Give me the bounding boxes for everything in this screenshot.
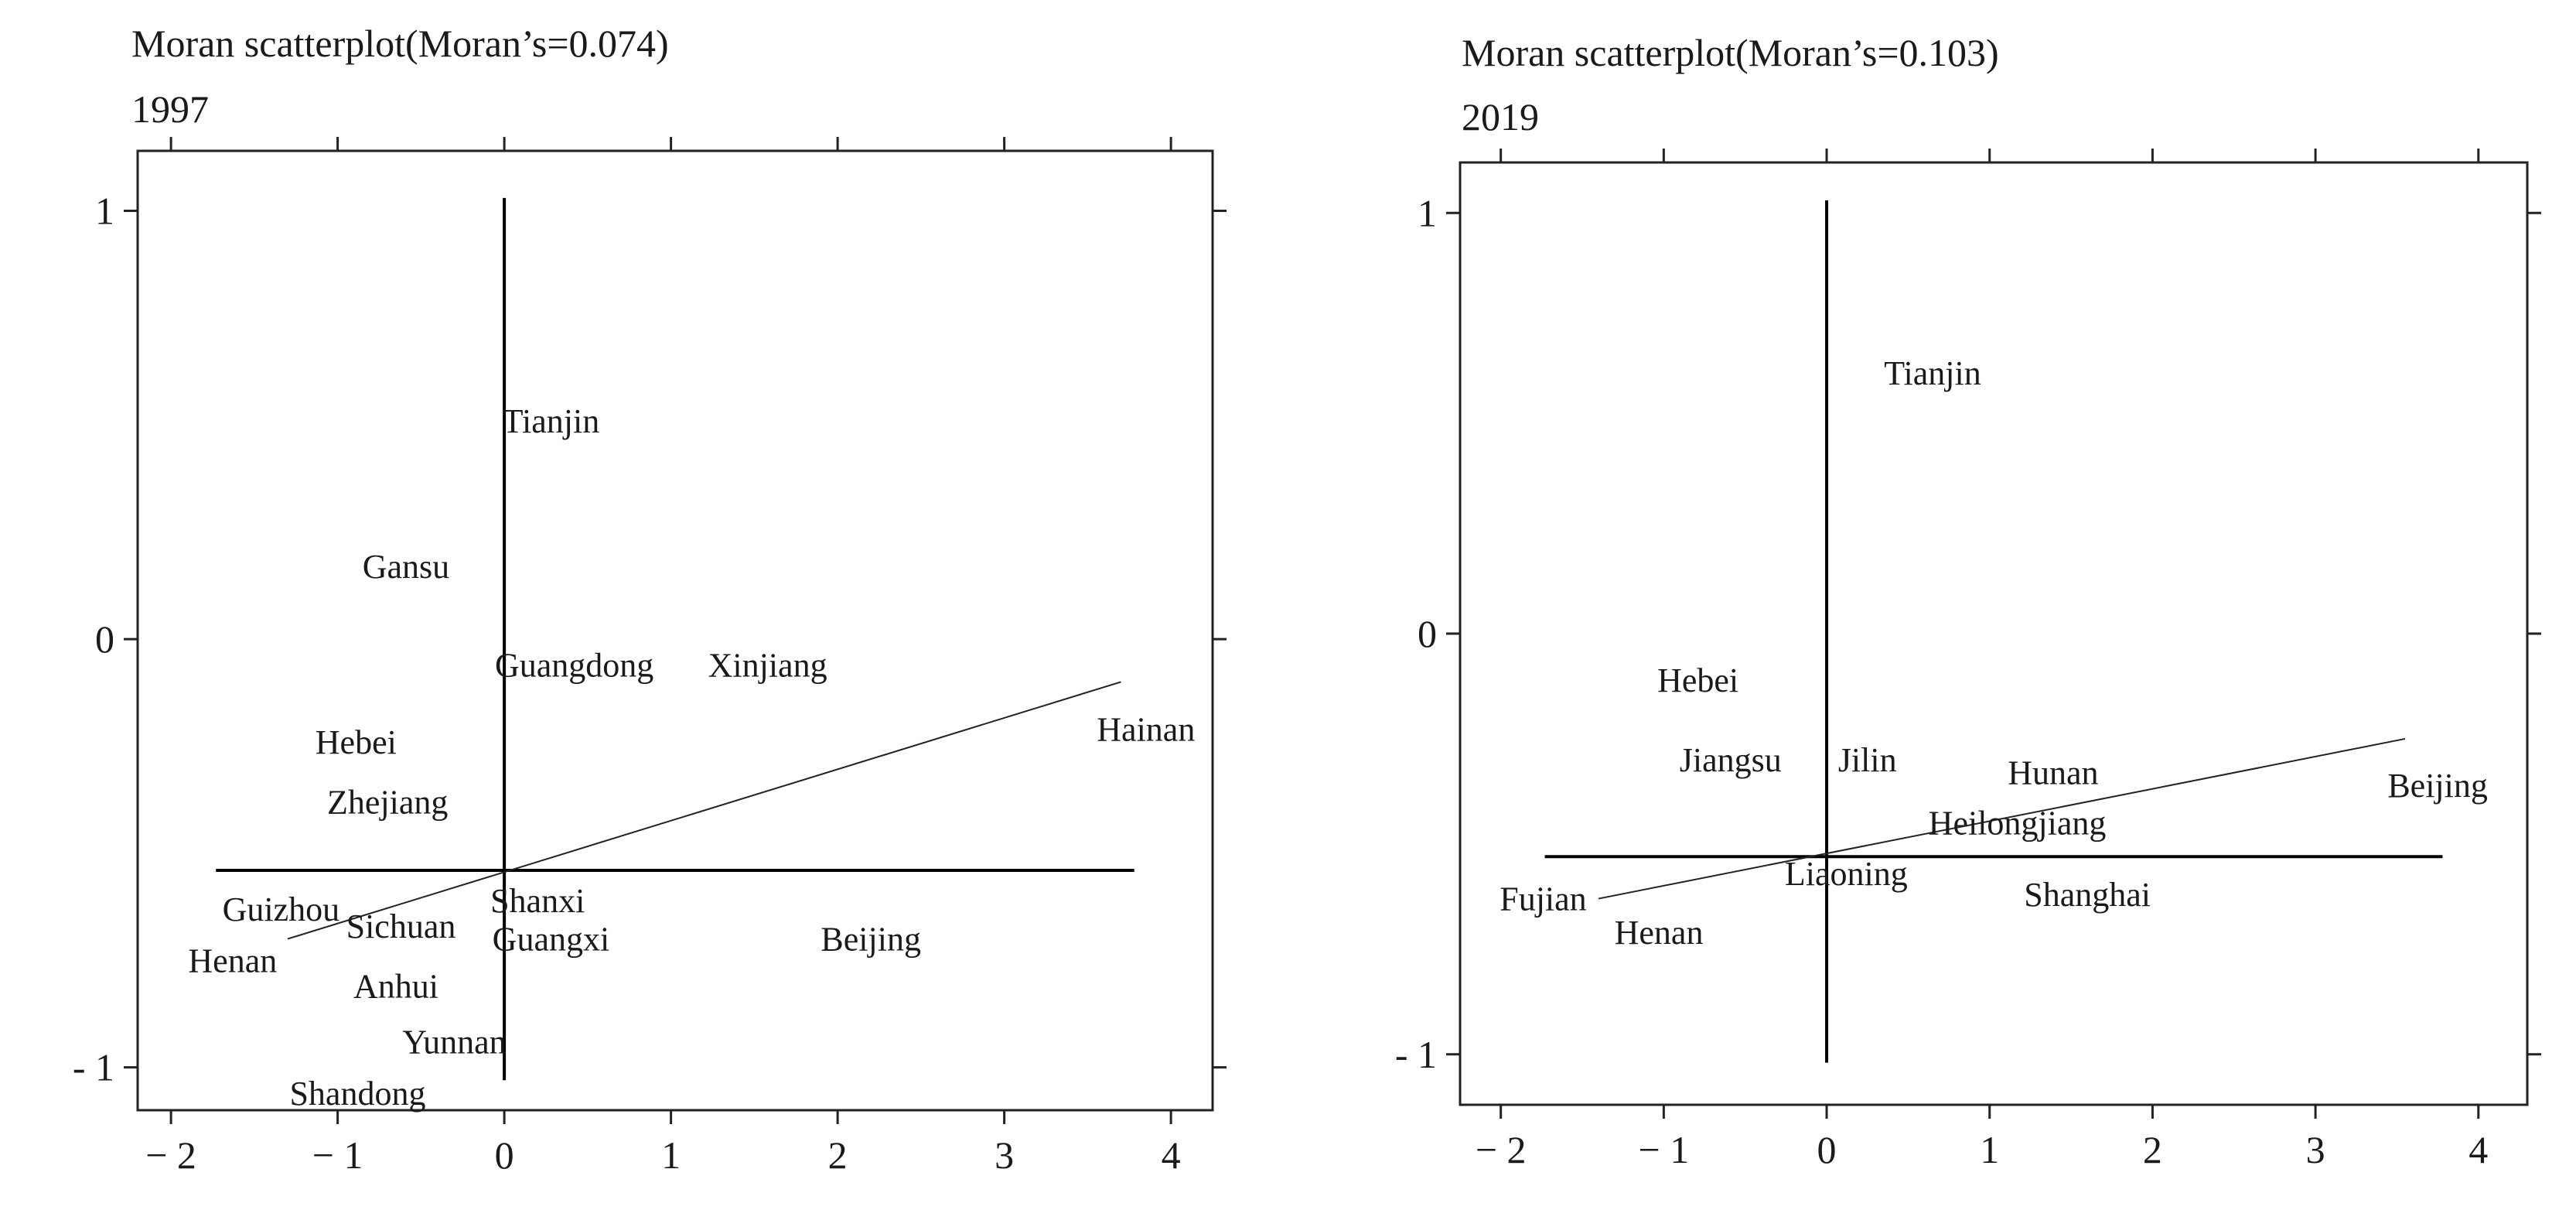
x-tick-label: 3 — [995, 1133, 1014, 1177]
point-label-hunan: Hunan — [2008, 754, 2098, 791]
point-label-hainan: Hainan — [1097, 710, 1195, 748]
moran-scatterplot-1997: Moran scatterplot(Moran’s=0.074) 1997 − … — [73, 22, 1227, 1177]
mean-lines — [1544, 200, 2443, 1063]
point-label-tianjin: Tianjin — [1884, 354, 1981, 392]
x-axis: − 2 − 1 0 1 2 3 4 — [1476, 149, 2488, 1171]
moran-scatterplot-2019: Moran scatterplot(Moran’s=0.103) 2019 − … — [1395, 31, 2541, 1171]
chart-subtitle: 2019 — [1462, 95, 1539, 138]
y-tick-label: 0 — [95, 617, 114, 661]
point-label-guangdong: Guangdong — [495, 646, 653, 684]
chart-title: Moran scatterplot(Moran’s=0.103) — [1462, 31, 1999, 74]
point-label-yunnan: Yunnan — [402, 1023, 506, 1061]
x-tick-label: 1 — [1980, 1128, 1999, 1171]
y-axis: - 1 0 1 — [73, 190, 1227, 1089]
point-label-jiangsu: Jiangsu — [1680, 741, 1782, 779]
point-labels: Tianjin Gansu Guangdong Xinjiang Hainan Hebei… — [188, 402, 1195, 1113]
point-label-hebei: Hebei — [1657, 661, 1738, 699]
x-tick-label: 4 — [2469, 1128, 2488, 1171]
x-tick-label: − 2 — [145, 1133, 196, 1177]
point-label-henan: Henan — [188, 942, 277, 979]
point-label-anhui: Anhui — [353, 967, 438, 1005]
x-tick-label: 0 — [495, 1133, 514, 1177]
regression-line — [1598, 737, 2406, 900]
point-label-sichuan: Sichuan — [346, 908, 456, 945]
point-label-zhejiang: Zhejiang — [327, 783, 448, 821]
x-tick-label: 2 — [2143, 1128, 2162, 1171]
point-label-guangxi: Guangxi — [493, 921, 610, 959]
point-label-beijing: Beijing — [2387, 767, 2488, 805]
point-label-shanghai: Shanghai — [2024, 876, 2151, 914]
x-tick-label: − 1 — [312, 1133, 363, 1177]
point-label-jilin: Jilin — [1838, 741, 1897, 779]
y-tick-label: - 1 — [73, 1046, 114, 1089]
mean-lines — [216, 197, 1134, 1081]
chart-title: Moran scatterplot(Moran’s=0.074) — [131, 22, 669, 65]
chart-subtitle: 1997 — [131, 87, 209, 131]
point-label-gansu: Gansu — [363, 548, 449, 586]
plot-frame — [136, 149, 1214, 1112]
point-label-tianjin: Tianjin — [503, 402, 600, 440]
point-label-fujian: Fujian — [1500, 880, 1586, 918]
x-tick-label: − 2 — [1476, 1128, 1527, 1171]
point-labels: Tianjin Hebei Jiangsu Jilin Hunan Beijing Heil… — [1500, 354, 2488, 952]
y-tick-label: 1 — [95, 190, 114, 233]
point-label-xinjiang: Xinjiang — [708, 646, 827, 684]
y-tick-label: 0 — [1418, 612, 1437, 655]
point-label-shandong: Shandong — [289, 1075, 425, 1113]
point-label-guizhou: Guizhou — [223, 890, 340, 928]
x-tick-label: − 1 — [1639, 1128, 1690, 1171]
fit-line — [1598, 737, 2406, 900]
point-label-liaoning: Liaoning — [1785, 855, 1908, 893]
x-axis: − 2 − 1 0 1 2 3 4 — [145, 137, 1181, 1177]
x-tick-label: 0 — [1817, 1128, 1837, 1171]
x-tick-label: 2 — [828, 1133, 848, 1177]
point-label-beijing: Beijing — [821, 921, 921, 959]
x-tick-label: 4 — [1162, 1133, 1181, 1177]
fit-line — [287, 681, 1121, 940]
regression-line — [287, 681, 1121, 940]
y-axis: - 1 0 1 — [1395, 191, 2541, 1076]
point-label-shanxi: Shanxi — [490, 882, 585, 920]
x-tick-label: 3 — [2306, 1128, 2325, 1171]
y-tick-label: - 1 — [1395, 1033, 1437, 1076]
point-label-hebei: Hebei — [316, 723, 397, 761]
point-label-henan: Henan — [1615, 914, 1704, 952]
point-label-heilongjiang: Heilongjiang — [1929, 805, 2107, 843]
x-tick-label: 1 — [661, 1133, 681, 1177]
y-tick-label: 1 — [1418, 191, 1437, 234]
